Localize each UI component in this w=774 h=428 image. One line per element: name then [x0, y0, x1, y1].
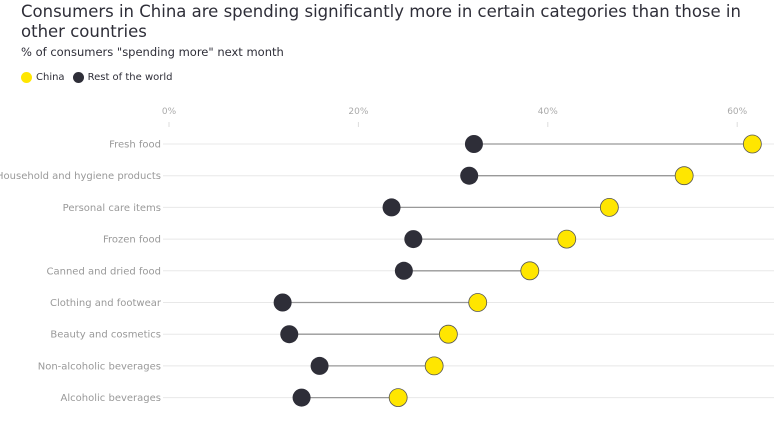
category-label: Non-alcoholic beverages	[38, 361, 161, 372]
rest-of-world-point	[404, 230, 423, 249]
category-label: Personal care items	[63, 203, 161, 214]
rest-of-world-point	[292, 388, 311, 407]
china-point	[424, 356, 444, 376]
chart-subtitle: % of consumers "spending more" next mont…	[21, 45, 284, 59]
rest-of-world-point	[382, 198, 401, 217]
rest-of-world-point	[310, 356, 329, 375]
x-tick-label: 20%	[348, 107, 368, 117]
china-point	[438, 324, 458, 344]
category-label: Canned and dried food	[47, 266, 161, 277]
china-point	[388, 388, 408, 408]
rest-of-world-point	[394, 261, 413, 280]
legend-row-label: Rest of the world	[87, 72, 173, 83]
legend: China Rest of the world	[21, 72, 172, 83]
rest-of-world-point	[273, 293, 292, 312]
x-tick-label: 40%	[538, 107, 558, 117]
china-point	[468, 293, 488, 312]
legend-row-swatch	[72, 72, 84, 83]
rest-of-world-point	[464, 135, 483, 153]
chart-title: Consumers in China are spending signific…	[21, 2, 741, 41]
legend-china-label: China	[36, 72, 65, 83]
china-point	[599, 197, 619, 217]
category-label: Beauty and cosmetics	[50, 330, 161, 341]
china-point	[742, 134, 762, 154]
category-label: Alcoholic beverages	[61, 393, 161, 404]
category-label: Clothing and footwear	[50, 298, 162, 309]
china-point	[520, 261, 540, 281]
x-tick-label: 0%	[162, 107, 177, 117]
x-tick-label: 60%	[727, 107, 747, 117]
category-label: Fresh food	[109, 140, 161, 151]
category-label: Frozen food	[103, 235, 161, 246]
legend-china-swatch	[21, 72, 32, 83]
china-point	[557, 229, 577, 249]
rest-of-world-point	[280, 325, 299, 344]
china-point	[674, 166, 694, 186]
rest-of-world-point	[460, 166, 479, 185]
category-label: Household and hygiene products	[0, 171, 161, 182]
